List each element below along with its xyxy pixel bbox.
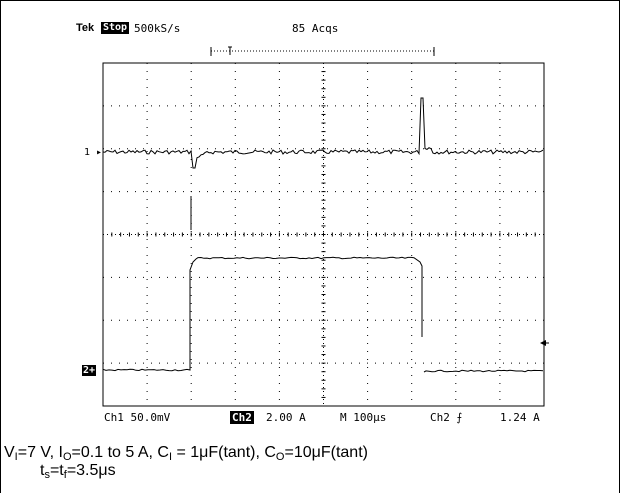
scope-header: Tek Stop 500kS/s 85 Acqs	[0, 16, 620, 40]
graticule-center-ticks	[102, 62, 545, 407]
trigger-source: Ch2 ⨍	[430, 411, 463, 424]
trigger-level-arrow	[540, 340, 549, 346]
acquisition-count: 85 Acqs	[292, 22, 339, 35]
sample-rate: 500kS/s	[134, 22, 181, 35]
ch2-scale: 2.00 A	[266, 411, 306, 424]
run-state-badge: Stop	[101, 22, 130, 34]
ch1-scale: Ch1 50.0mV	[104, 411, 171, 424]
top-border	[0, 0, 620, 1]
trigger-level: 1.24 A	[500, 411, 540, 424]
ch2-label: Ch2	[230, 411, 254, 424]
scope-status-bar: Ch1 50.0mV Ch2 2.00 A M 100μs Ch2 ⨍ 1.24…	[0, 411, 620, 425]
caption-conditions: VI=7 V, IO=0.1 to 5 A, CI = 1μF(tant), C…	[4, 444, 368, 463]
ch1-trace	[102, 97, 544, 230]
ch2-ground-marker: 2+	[82, 365, 97, 376]
trigger-position-bracket	[210, 46, 435, 56]
timebase: M 100μs	[340, 411, 387, 424]
ch1-ground-marker: 1 ▸	[84, 147, 103, 158]
brand-label: Tek	[76, 22, 95, 34]
caption-timing: ts=tf=3.5μs	[40, 462, 116, 481]
ch2-trace	[102, 256, 544, 373]
